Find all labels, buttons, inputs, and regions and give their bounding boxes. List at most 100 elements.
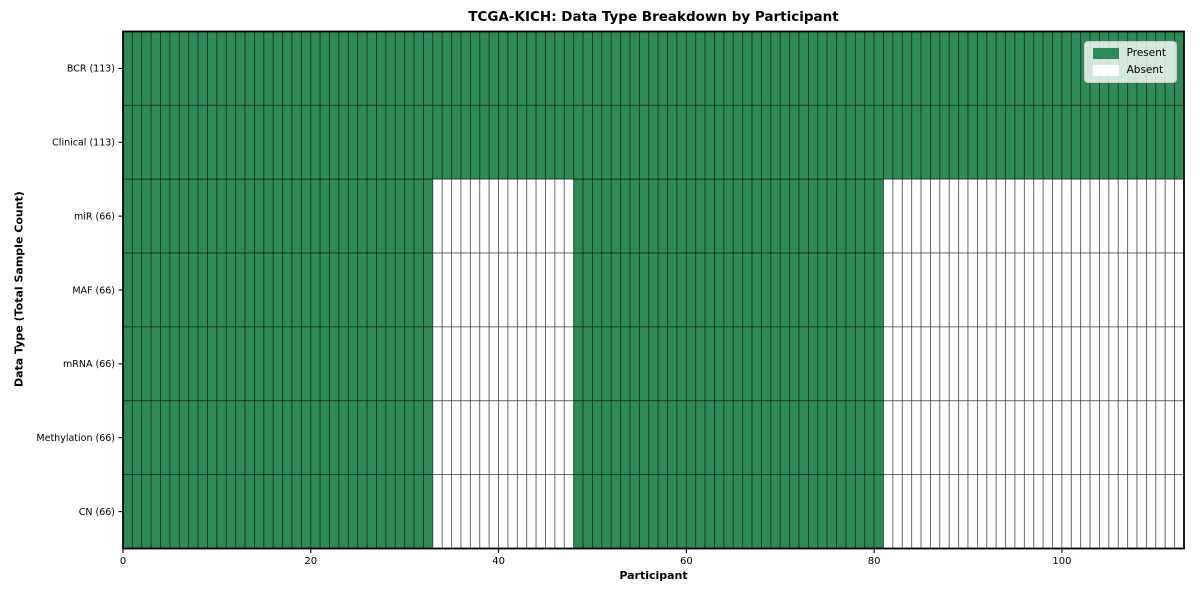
cell bbox=[563, 252, 575, 328]
cell bbox=[732, 31, 744, 106]
cell bbox=[460, 104, 471, 180]
cell bbox=[498, 104, 509, 180]
x-tick-label: 80 bbox=[868, 556, 881, 567]
cell bbox=[1005, 252, 1016, 328]
cell bbox=[610, 400, 622, 476]
cell bbox=[676, 178, 687, 254]
cell bbox=[976, 31, 988, 106]
cell bbox=[573, 326, 584, 402]
cell bbox=[723, 104, 734, 180]
cell bbox=[376, 252, 387, 328]
cell bbox=[657, 326, 669, 402]
cell bbox=[657, 252, 669, 328]
cell bbox=[516, 178, 528, 254]
cell bbox=[338, 400, 349, 476]
cell bbox=[1052, 31, 1063, 106]
cell bbox=[469, 474, 481, 549]
cell bbox=[253, 326, 265, 402]
cell bbox=[751, 104, 762, 180]
cell bbox=[535, 400, 546, 476]
cell bbox=[178, 178, 190, 254]
cell bbox=[413, 474, 424, 549]
cell bbox=[178, 326, 190, 402]
cell bbox=[329, 252, 340, 328]
cell bbox=[516, 252, 528, 328]
cell bbox=[648, 400, 659, 476]
cell bbox=[460, 474, 471, 549]
cell bbox=[638, 104, 650, 180]
cell bbox=[1164, 474, 1176, 549]
cell bbox=[770, 326, 781, 402]
cell bbox=[1014, 104, 1025, 180]
cell bbox=[779, 474, 791, 549]
cell bbox=[300, 326, 312, 402]
cell bbox=[150, 252, 162, 328]
cell bbox=[930, 104, 941, 180]
cell bbox=[592, 474, 603, 549]
cell bbox=[451, 31, 462, 106]
cell bbox=[1023, 104, 1035, 180]
cell bbox=[798, 178, 809, 254]
cell bbox=[291, 474, 302, 549]
cell bbox=[1023, 400, 1035, 476]
cell bbox=[958, 400, 969, 476]
cell bbox=[761, 252, 772, 328]
cell bbox=[479, 31, 490, 106]
cell bbox=[976, 104, 988, 180]
cell bbox=[554, 400, 565, 476]
cell bbox=[272, 474, 284, 549]
cell bbox=[319, 31, 331, 106]
cell bbox=[1155, 104, 1166, 180]
cell bbox=[216, 31, 227, 106]
cell bbox=[141, 178, 152, 254]
cell bbox=[695, 474, 706, 549]
cell bbox=[545, 400, 556, 476]
cell bbox=[197, 31, 208, 106]
cell bbox=[864, 31, 875, 106]
cell bbox=[817, 474, 828, 549]
cell bbox=[629, 178, 640, 254]
cell bbox=[207, 252, 218, 328]
cell bbox=[413, 31, 424, 106]
cell bbox=[845, 400, 856, 476]
cell bbox=[207, 400, 218, 476]
cell bbox=[958, 31, 969, 106]
cell bbox=[310, 31, 321, 106]
cell bbox=[742, 252, 753, 328]
cell bbox=[1108, 474, 1119, 549]
cell bbox=[1042, 326, 1053, 402]
cell bbox=[563, 178, 575, 254]
cell bbox=[432, 326, 443, 402]
cell bbox=[1155, 400, 1166, 476]
cell bbox=[432, 400, 443, 476]
cell bbox=[263, 326, 274, 402]
cell bbox=[1005, 474, 1016, 549]
cell bbox=[695, 252, 706, 328]
cell bbox=[376, 31, 387, 106]
cell bbox=[329, 326, 340, 402]
cell bbox=[592, 400, 603, 476]
cell bbox=[413, 400, 424, 476]
cell bbox=[441, 474, 453, 549]
cell bbox=[282, 31, 293, 106]
cell bbox=[976, 474, 988, 549]
y-tick-label: Clinical (113) bbox=[52, 138, 115, 149]
cell bbox=[272, 31, 284, 106]
cell bbox=[667, 474, 678, 549]
cell bbox=[479, 252, 490, 328]
cell bbox=[939, 178, 950, 254]
cell bbox=[1174, 104, 1185, 180]
cell bbox=[995, 400, 1007, 476]
cell bbox=[1174, 252, 1185, 328]
cell bbox=[244, 31, 255, 106]
cell bbox=[310, 252, 321, 328]
cell bbox=[310, 474, 321, 549]
cell bbox=[836, 400, 847, 476]
cell bbox=[948, 400, 960, 476]
cell bbox=[1117, 252, 1129, 328]
cell bbox=[939, 400, 950, 476]
cell bbox=[432, 31, 443, 106]
cell bbox=[892, 104, 903, 180]
cell bbox=[920, 474, 931, 549]
cell bbox=[1089, 252, 1100, 328]
